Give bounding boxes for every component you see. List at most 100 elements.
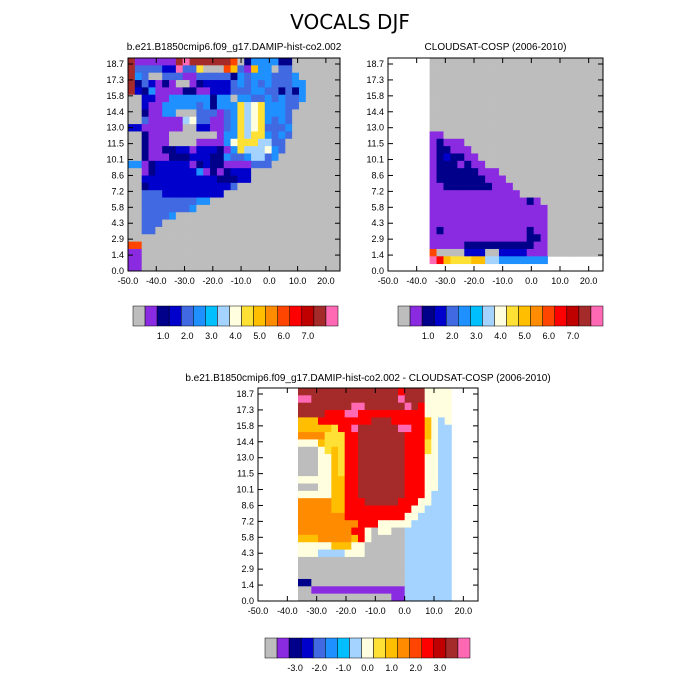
heatmap-cell [424, 534, 432, 543]
heatmap-cell [331, 483, 339, 492]
heatmap-cell [319, 138, 327, 147]
heatmap-cell [371, 417, 379, 426]
colorbar-label: 6.0 [542, 331, 555, 341]
heatmap-cell [464, 87, 472, 96]
heatmap-cell [292, 219, 300, 228]
heatmap-cell [431, 534, 439, 543]
heatmap-cell [155, 146, 163, 154]
heatmap-cell [596, 182, 604, 191]
heatmap-cell [411, 461, 419, 470]
heatmap-cell [431, 417, 439, 426]
heatmap-cell [304, 593, 312, 602]
heatmap-cell [311, 534, 319, 543]
heatmap-cell [333, 94, 341, 103]
heatmap-cell [561, 116, 569, 125]
heatmap-cell [391, 520, 399, 528]
heatmap-cell [344, 483, 352, 492]
heatmap-cell [338, 410, 346, 418]
heatmap-cell [175, 175, 184, 184]
heatmap-cell [189, 72, 197, 81]
heatmap-cell [464, 65, 472, 74]
heatmap-cell [424, 388, 432, 396]
heatmap-cell [223, 146, 231, 154]
heatmap-cell [478, 65, 486, 74]
heatmap-cell [351, 542, 359, 550]
heatmap-cell [485, 138, 493, 147]
heatmap-cell [304, 468, 312, 477]
heatmap-cell [319, 80, 327, 88]
heatmap-cell [244, 87, 252, 96]
heatmap-cell [478, 234, 486, 243]
heatmap-cell [444, 564, 452, 573]
heatmap-cell [210, 175, 218, 184]
heatmap-cell [251, 138, 259, 147]
heatmap-cell [526, 80, 535, 88]
heatmap-cell [444, 578, 452, 587]
heatmap-cell [582, 212, 590, 220]
y-tick-label: 1.4 [241, 580, 254, 590]
heatmap-cell [505, 94, 514, 103]
heatmap-cell [519, 234, 528, 243]
heatmap-cell [292, 72, 300, 81]
heatmap-cell [338, 417, 346, 426]
heatmap-cell [371, 454, 379, 462]
heatmap-cell [311, 476, 319, 484]
heatmap-cell [424, 446, 432, 455]
heatmap-cell [398, 505, 406, 514]
colorbar-label: 7.0 [567, 331, 580, 341]
heatmap-cell [533, 190, 541, 198]
heatmap-cell [169, 80, 177, 88]
heatmap-cell [485, 175, 493, 184]
heatmap-cell [498, 153, 507, 162]
colorbar-label: 3.0 [470, 331, 483, 341]
heatmap-cell [411, 490, 419, 499]
heatmap-cell [554, 80, 562, 88]
heatmap-cell [312, 212, 320, 220]
heatmap-cell [331, 520, 339, 528]
heatmap-cell [326, 168, 334, 176]
heatmap-cell [429, 160, 437, 169]
heatmap-cell [519, 131, 528, 140]
heatmap-cell [438, 388, 446, 396]
heatmap-cell [547, 80, 555, 88]
heatmap-cell [292, 131, 300, 140]
heatmap-cell [404, 395, 412, 404]
heatmap-cell [312, 124, 320, 132]
heatmap-cell [526, 175, 535, 184]
heatmap-cell [547, 65, 555, 74]
heatmap-cell [326, 102, 334, 110]
heatmap-cell [189, 87, 197, 96]
heatmap-cell [575, 248, 583, 257]
heatmap-cell [436, 146, 444, 154]
colorbar-swatch [276, 637, 290, 659]
heatmap-cell [596, 87, 604, 96]
heatmap-cell [312, 58, 320, 66]
heatmap-cell [589, 102, 597, 110]
heatmap-cell [431, 476, 439, 484]
heatmap-cell [285, 131, 293, 140]
heatmap-cell [554, 94, 562, 103]
heatmap-cell [519, 241, 528, 250]
colorbar-swatch [361, 637, 374, 659]
heatmap-cell [450, 212, 458, 220]
heatmap-cell [561, 94, 569, 103]
heatmap-cell [533, 87, 541, 96]
heatmap-cell [169, 102, 177, 110]
heatmap-cell [134, 72, 143, 81]
heatmap-cell [237, 168, 245, 176]
heatmap-cell [444, 512, 452, 521]
heatmap-cell [391, 395, 399, 404]
heatmap-cell [189, 168, 197, 176]
heatmap-cell [203, 226, 211, 235]
heatmap-cell [547, 197, 555, 206]
heatmap-cell [429, 168, 437, 176]
heatmap-cell [237, 109, 245, 118]
heatmap-cell [326, 182, 334, 191]
heatmap-cell [264, 87, 273, 96]
heatmap-cell [338, 520, 346, 528]
heatmap-cell [326, 219, 334, 228]
heatmap-cell [498, 226, 507, 235]
heatmap-cell [575, 109, 583, 118]
colorbar-swatch [300, 637, 314, 659]
heatmap-cell [505, 116, 514, 125]
